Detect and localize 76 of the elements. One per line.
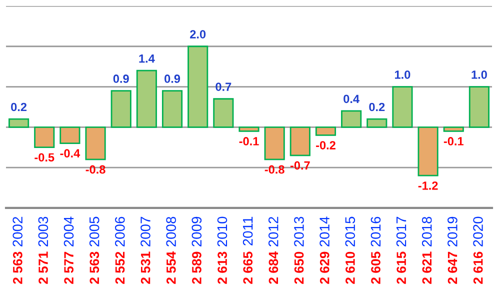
text: 2 647 — [448, 252, 458, 284]
data-label: -1.2 — [418, 181, 438, 190]
data-label: -0.4 — [60, 149, 80, 158]
x-tick-label: 2019 — [448, 216, 458, 246]
bar — [468, 86, 490, 128]
data-label: -0.5 — [34, 153, 54, 162]
bar — [136, 70, 157, 128]
data-label: -0.2 — [316, 141, 336, 150]
x-tick-label: 2009 — [192, 216, 202, 246]
text: 2 605 — [371, 252, 380, 284]
x-tick-label: 2005 — [89, 216, 100, 246]
x-tick-label: 2008 — [166, 216, 176, 246]
text: 2 621 — [422, 252, 432, 284]
text: 2 684 — [268, 251, 278, 284]
text: 2 531 — [140, 252, 150, 284]
bar — [188, 46, 208, 128]
data-label: -0.1 — [444, 137, 464, 146]
data-label: -0.7 — [290, 161, 310, 170]
text: 2 665 — [243, 252, 253, 284]
bar — [213, 98, 234, 128]
x-tick-label: 2002 — [12, 216, 23, 246]
bar — [443, 126, 464, 132]
bar — [8, 118, 30, 128]
x-tick-label: 2020 — [473, 216, 483, 246]
bar — [341, 110, 362, 128]
x-tick-label: 2015 — [345, 216, 356, 246]
text: 2 616 — [473, 252, 483, 284]
data-label: 0.7 — [216, 82, 232, 91]
data-label: 0.9 — [164, 74, 180, 83]
bar — [264, 126, 285, 160]
x-tick-label: 2017 — [396, 216, 406, 246]
x-tick-label: 2013 — [294, 216, 304, 246]
x-tick-label: 2018 — [422, 216, 432, 246]
text: 2 589 — [192, 252, 202, 284]
data-label: 1.0 — [395, 70, 410, 79]
text: 2 610 — [346, 252, 355, 284]
bar — [392, 86, 413, 128]
data-label: -0.1 — [239, 137, 259, 146]
data-label: -0.8 — [86, 165, 106, 174]
text: 2 629 — [320, 252, 330, 284]
data-label: 1.0 — [472, 70, 487, 79]
data-label: 0.4 — [344, 94, 360, 104]
bar — [60, 126, 80, 144]
text: 2 563 — [90, 252, 100, 284]
x-tick-label: 2011 — [242, 216, 253, 246]
text: 2 563 — [12, 252, 22, 284]
text: 2 554 — [166, 251, 176, 284]
x-tick-label: 2007 — [140, 216, 150, 246]
bar — [162, 90, 183, 128]
bar — [34, 126, 55, 148]
bar — [366, 118, 388, 128]
text: 2 650 — [294, 252, 304, 284]
bar — [290, 126, 310, 156]
bar — [418, 126, 438, 176]
data-label: 0.2 — [11, 102, 27, 112]
x-tick-label: 2016 — [370, 216, 381, 246]
x-tick-label: 2003 — [38, 216, 48, 246]
data-label: 0.2 — [369, 102, 385, 112]
x-tick-label: 2010 — [217, 216, 228, 246]
data-label: 2.0 — [190, 30, 206, 38]
data-label: 0.9 — [113, 74, 129, 83]
bar — [315, 126, 336, 136]
text: 2 571 — [38, 252, 48, 284]
text: 2 552 — [115, 252, 125, 284]
text: 2 613 — [218, 252, 227, 284]
bar — [110, 90, 132, 128]
text: 2 577 — [64, 252, 74, 284]
x-tick-label: 2012 — [268, 216, 278, 246]
x-tick-label: 2014 — [320, 216, 330, 246]
bar — [238, 126, 260, 132]
data-label: -0.8 — [264, 165, 284, 174]
x-tick-label: 2006 — [115, 216, 125, 246]
x-tick-label: 2004 — [64, 216, 74, 246]
bar — [85, 126, 106, 160]
text: 2 615 — [396, 252, 406, 284]
data-label: 1.4 — [139, 54, 155, 63]
